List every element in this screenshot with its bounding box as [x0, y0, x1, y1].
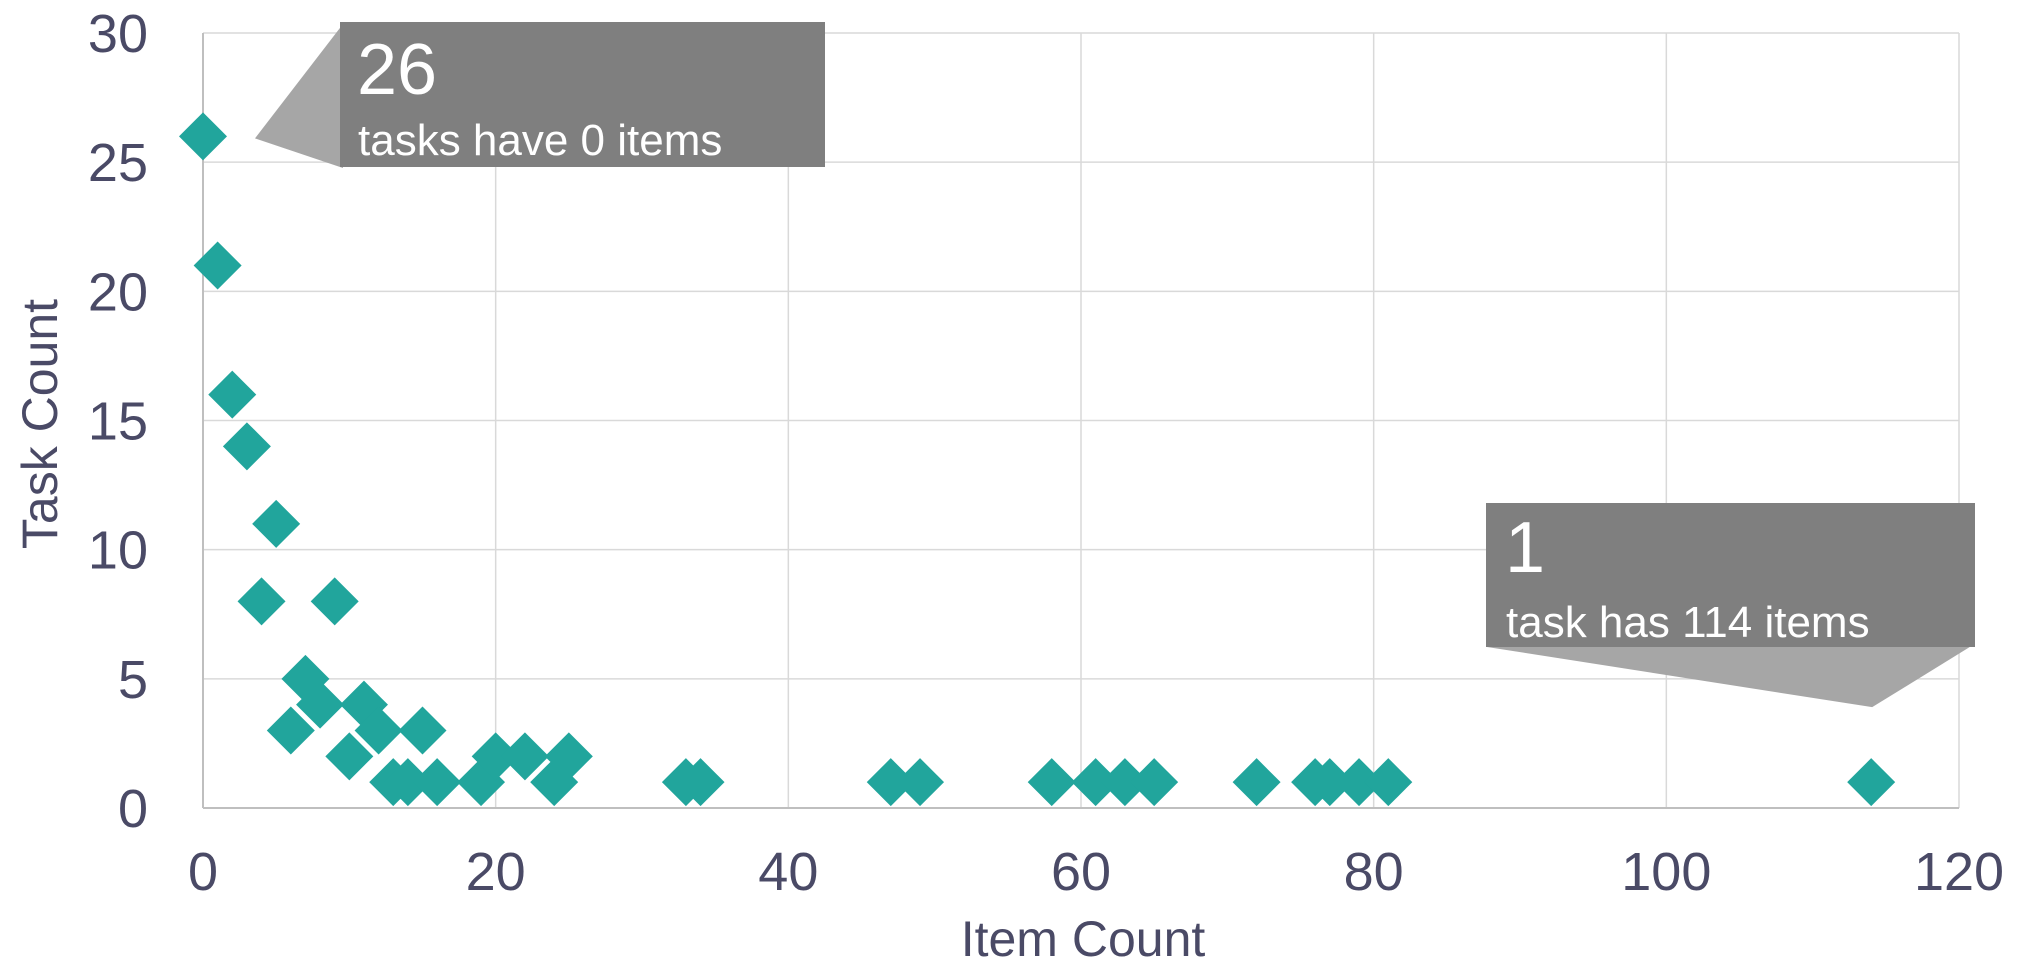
data-point-marker: [1364, 758, 1413, 807]
y-tick-label: 20: [88, 262, 148, 322]
data-point-marker: [1232, 758, 1281, 807]
data-point-marker: [354, 706, 403, 755]
x-tick-label: 20: [466, 842, 526, 902]
data-point-marker: [383, 758, 432, 807]
x-tick-label: 40: [758, 842, 818, 902]
callout-box: [1486, 503, 1975, 647]
callout-box: [340, 22, 825, 167]
data-point-marker: [398, 706, 447, 755]
x-tick-label: 60: [1051, 842, 1111, 902]
data-point-marker: [193, 241, 242, 290]
data-point-marker: [1335, 758, 1384, 807]
data-point-marker: [1305, 758, 1354, 807]
data-point-marker: [896, 758, 945, 807]
y-tick-label: 25: [88, 133, 148, 193]
y-tick-label: 5: [118, 650, 148, 710]
callout-number: 26: [357, 30, 437, 110]
data-point-marker: [471, 732, 520, 781]
callout-text: task has 114 items: [1506, 598, 1870, 647]
data-point-marker: [544, 732, 593, 781]
x-tick-label: 80: [1344, 842, 1404, 902]
callout-text: tasks have 0 items: [358, 116, 722, 165]
callout-pointer: [255, 24, 343, 168]
callout-max-items: 1 task has 114 items: [1486, 503, 1975, 708]
data-point-marker: [866, 758, 915, 807]
callout-number: 1: [1505, 508, 1545, 588]
data-point-marker: [325, 732, 374, 781]
data-point-marker: [1071, 758, 1120, 807]
data-points: [179, 112, 1896, 807]
data-point-marker: [208, 370, 257, 419]
data-point-marker: [237, 577, 286, 626]
y-tick-label: 10: [88, 521, 148, 581]
data-point-marker: [266, 706, 315, 755]
y-axis-title: Task Count: [12, 299, 68, 549]
x-tick-label: 120: [1914, 842, 2004, 902]
data-point-marker: [1027, 758, 1076, 807]
callouts: 26 tasks have 0 items 1 task has 114 items: [255, 22, 1975, 708]
x-tick-label: 100: [1621, 842, 1711, 902]
y-tick-label: 30: [88, 4, 148, 64]
data-point-marker: [1100, 758, 1149, 807]
data-point-marker: [252, 499, 301, 548]
data-point-marker: [500, 732, 549, 781]
callout-pointer: [1487, 645, 1973, 708]
data-point-marker: [179, 112, 227, 161]
axis-layer: [202, 33, 1959, 809]
data-point-marker: [296, 680, 345, 729]
tick-labels: 0 20 40 60 80 100 120 0 5 10 15 20 25 30: [88, 4, 2004, 902]
data-point-marker: [676, 758, 725, 807]
data-point-marker: [222, 422, 271, 471]
x-axis-title: Item Count: [961, 911, 1206, 964]
data-point-marker: [310, 577, 359, 626]
x-tick-label: 0: [188, 842, 218, 902]
data-point-marker: [1847, 758, 1896, 807]
data-point-marker: [413, 758, 462, 807]
data-point-marker: [1130, 758, 1179, 807]
y-tick-label: 0: [118, 779, 148, 839]
y-tick-label: 15: [88, 392, 148, 452]
callout-zero-items: 26 tasks have 0 items: [255, 22, 825, 168]
